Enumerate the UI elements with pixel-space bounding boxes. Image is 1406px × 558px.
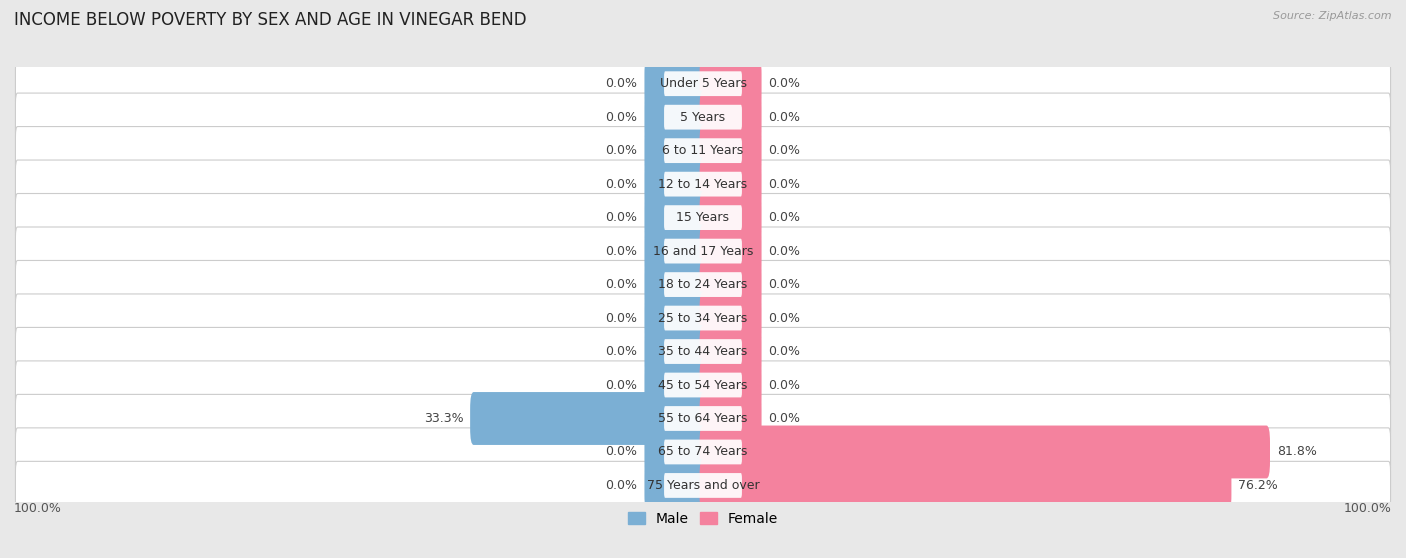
FancyBboxPatch shape	[664, 473, 742, 498]
FancyBboxPatch shape	[664, 105, 742, 129]
FancyBboxPatch shape	[664, 373, 742, 397]
FancyBboxPatch shape	[644, 225, 706, 277]
Text: 0.0%: 0.0%	[769, 244, 800, 258]
FancyBboxPatch shape	[700, 325, 762, 378]
Text: 81.8%: 81.8%	[1277, 445, 1317, 459]
Text: 16 and 17 Years: 16 and 17 Years	[652, 244, 754, 258]
FancyBboxPatch shape	[644, 57, 706, 110]
FancyBboxPatch shape	[700, 225, 762, 277]
Text: INCOME BELOW POVERTY BY SEX AND AGE IN VINEGAR BEND: INCOME BELOW POVERTY BY SEX AND AGE IN V…	[14, 11, 527, 29]
Legend: Male, Female: Male, Female	[628, 512, 778, 526]
FancyBboxPatch shape	[15, 294, 1391, 342]
FancyBboxPatch shape	[700, 426, 1270, 478]
FancyBboxPatch shape	[664, 239, 742, 263]
Text: 45 to 54 Years: 45 to 54 Years	[658, 378, 748, 392]
FancyBboxPatch shape	[15, 328, 1391, 376]
Text: 0.0%: 0.0%	[769, 412, 800, 425]
Text: 0.0%: 0.0%	[606, 311, 637, 325]
Text: 0.0%: 0.0%	[769, 77, 800, 90]
FancyBboxPatch shape	[644, 359, 706, 411]
FancyBboxPatch shape	[15, 60, 1391, 108]
FancyBboxPatch shape	[15, 194, 1391, 242]
FancyBboxPatch shape	[664, 272, 742, 297]
FancyBboxPatch shape	[700, 258, 762, 311]
Text: 0.0%: 0.0%	[769, 110, 800, 124]
FancyBboxPatch shape	[644, 258, 706, 311]
FancyBboxPatch shape	[700, 57, 762, 110]
FancyBboxPatch shape	[644, 426, 706, 478]
Text: 35 to 44 Years: 35 to 44 Years	[658, 345, 748, 358]
FancyBboxPatch shape	[664, 440, 742, 464]
Text: 0.0%: 0.0%	[769, 345, 800, 358]
FancyBboxPatch shape	[664, 138, 742, 163]
FancyBboxPatch shape	[15, 160, 1391, 208]
FancyBboxPatch shape	[15, 93, 1391, 141]
FancyBboxPatch shape	[664, 172, 742, 196]
Text: 15 Years: 15 Years	[676, 211, 730, 224]
FancyBboxPatch shape	[700, 124, 762, 177]
Text: 0.0%: 0.0%	[769, 378, 800, 392]
Text: 0.0%: 0.0%	[606, 177, 637, 191]
FancyBboxPatch shape	[15, 395, 1391, 442]
Text: 18 to 24 Years: 18 to 24 Years	[658, 278, 748, 291]
FancyBboxPatch shape	[15, 227, 1391, 275]
Text: 0.0%: 0.0%	[769, 144, 800, 157]
Text: Source: ZipAtlas.com: Source: ZipAtlas.com	[1274, 11, 1392, 21]
FancyBboxPatch shape	[700, 292, 762, 344]
Text: 0.0%: 0.0%	[606, 211, 637, 224]
FancyBboxPatch shape	[664, 205, 742, 230]
FancyBboxPatch shape	[664, 71, 742, 96]
FancyBboxPatch shape	[664, 339, 742, 364]
Text: 0.0%: 0.0%	[606, 110, 637, 124]
Text: 0.0%: 0.0%	[606, 479, 637, 492]
FancyBboxPatch shape	[644, 325, 706, 378]
Text: 0.0%: 0.0%	[606, 144, 637, 157]
Text: 100.0%: 100.0%	[1344, 502, 1392, 515]
FancyBboxPatch shape	[700, 392, 762, 445]
Text: 0.0%: 0.0%	[769, 211, 800, 224]
FancyBboxPatch shape	[15, 428, 1391, 476]
Text: 0.0%: 0.0%	[769, 177, 800, 191]
FancyBboxPatch shape	[644, 124, 706, 177]
Text: 5 Years: 5 Years	[681, 110, 725, 124]
FancyBboxPatch shape	[15, 127, 1391, 175]
FancyBboxPatch shape	[644, 91, 706, 143]
Text: 55 to 64 Years: 55 to 64 Years	[658, 412, 748, 425]
Text: Under 5 Years: Under 5 Years	[659, 77, 747, 90]
FancyBboxPatch shape	[700, 459, 1232, 512]
FancyBboxPatch shape	[644, 191, 706, 244]
Text: 12 to 14 Years: 12 to 14 Years	[658, 177, 748, 191]
FancyBboxPatch shape	[700, 158, 762, 210]
Text: 0.0%: 0.0%	[606, 345, 637, 358]
FancyBboxPatch shape	[664, 406, 742, 431]
Text: 0.0%: 0.0%	[769, 311, 800, 325]
FancyBboxPatch shape	[700, 191, 762, 244]
Text: 100.0%: 100.0%	[14, 502, 62, 515]
Text: 0.0%: 0.0%	[606, 445, 637, 459]
Text: 33.3%: 33.3%	[423, 412, 463, 425]
FancyBboxPatch shape	[15, 261, 1391, 309]
Text: 25 to 34 Years: 25 to 34 Years	[658, 311, 748, 325]
Text: 6 to 11 Years: 6 to 11 Years	[662, 144, 744, 157]
Text: 0.0%: 0.0%	[769, 278, 800, 291]
FancyBboxPatch shape	[15, 361, 1391, 409]
Text: 0.0%: 0.0%	[606, 244, 637, 258]
Text: 0.0%: 0.0%	[606, 378, 637, 392]
FancyBboxPatch shape	[644, 292, 706, 344]
Text: 75 Years and over: 75 Years and over	[647, 479, 759, 492]
Text: 76.2%: 76.2%	[1239, 479, 1278, 492]
FancyBboxPatch shape	[700, 91, 762, 143]
Text: 65 to 74 Years: 65 to 74 Years	[658, 445, 748, 459]
FancyBboxPatch shape	[664, 306, 742, 330]
FancyBboxPatch shape	[644, 459, 706, 512]
FancyBboxPatch shape	[700, 359, 762, 411]
FancyBboxPatch shape	[644, 158, 706, 210]
Text: 0.0%: 0.0%	[606, 77, 637, 90]
Text: 0.0%: 0.0%	[606, 278, 637, 291]
FancyBboxPatch shape	[15, 461, 1391, 509]
FancyBboxPatch shape	[470, 392, 706, 445]
